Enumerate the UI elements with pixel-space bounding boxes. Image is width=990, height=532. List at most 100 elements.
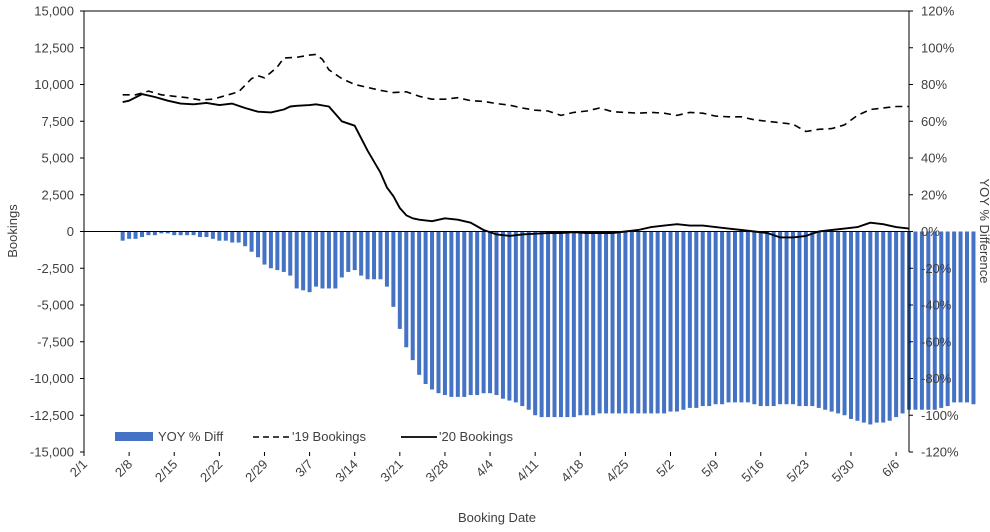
yoy-bar (836, 231, 841, 414)
y2-tick-label: -20% (921, 261, 952, 276)
yoy-bar (333, 231, 338, 289)
yoy-bar (314, 231, 319, 287)
yoy-bar (919, 231, 924, 410)
yoy-bar (758, 231, 763, 407)
yoy-bar (881, 231, 886, 423)
yoy-bar (823, 231, 828, 410)
yoy-bar (932, 231, 937, 410)
yoy-bar (191, 231, 196, 236)
yoy-bar (481, 231, 486, 394)
yoy-bar (223, 231, 228, 241)
yoy-bar (945, 231, 950, 407)
y-tick-label: -15,000 (30, 445, 74, 460)
yoy-bar (198, 231, 203, 238)
x-axis-title: Booking Date (458, 510, 536, 525)
yoy-bar (430, 231, 435, 390)
yoy-bar (674, 231, 679, 412)
bookings-2020-line (122, 93, 910, 239)
yoy-bar (803, 231, 808, 407)
yoy-bar (513, 231, 518, 403)
yoy-bar (604, 231, 609, 414)
yoy-bar (475, 231, 480, 396)
yoy-bar (861, 231, 866, 423)
yoy-bar (958, 231, 963, 403)
yoy-bar (591, 231, 596, 416)
yoy-bar (662, 231, 667, 414)
yoy-bar (494, 231, 499, 396)
yoy-bar (294, 231, 299, 289)
yoy-bar (655, 231, 660, 414)
bookings-2019-line (122, 53, 909, 133)
yoy-bar (378, 231, 383, 280)
x-tick-label: 4/11 (513, 457, 541, 485)
yoy-bar (159, 231, 164, 234)
yoy-bar (120, 231, 125, 241)
yoy-bar (346, 231, 351, 272)
yoy-bar (707, 231, 712, 407)
yoy-bar (868, 231, 873, 425)
yoy-bar (700, 231, 705, 407)
yoy-bar (681, 231, 686, 410)
x-tick-label: 2/1 (67, 457, 90, 480)
x-tick-labels: 2/1 2/8 2/15 2/22 2/29 3/7 3/14 3/21 3/28 4/4 4/11… (67, 452, 902, 485)
legend-label-yoy: YOY % Diff (158, 429, 224, 444)
x-tick-label: 3/21 (377, 457, 406, 486)
yoy-bar (848, 231, 853, 419)
y-tick-label: -7,500 (37, 334, 74, 349)
y-tick-label: 10,000 (34, 77, 74, 92)
y-tick-label: -10,000 (30, 371, 74, 386)
yoy-bar (636, 231, 641, 414)
y-axis-title: Bookings (5, 204, 20, 258)
x-tick-label: 4/4 (473, 457, 496, 480)
yoy-bar (372, 231, 377, 280)
yoy-bar (384, 231, 389, 287)
yoy-bar (842, 231, 847, 416)
y-tick-label: -2,500 (37, 261, 74, 276)
x-tick-label: 2/22 (197, 457, 226, 486)
yoy-bar (578, 231, 583, 416)
yoy-bar (752, 231, 757, 405)
x-tick-label: 5/2 (653, 457, 676, 480)
yoy-bar (178, 231, 183, 236)
yoy-bar (668, 231, 673, 412)
yoy-bar (616, 231, 621, 414)
yoy-bar (307, 231, 312, 293)
yoy-bar (623, 231, 628, 414)
yoy-bar (952, 231, 957, 403)
yoy-bar (397, 231, 402, 329)
yoy-bar (275, 231, 280, 271)
yoy-bar (217, 231, 222, 241)
yoy-bar (726, 231, 731, 403)
x-tick-label: 5/16 (738, 457, 767, 486)
yoy-bar (687, 231, 692, 408)
x-tick-label: 5/23 (783, 457, 812, 486)
yoy-bar (584, 231, 589, 416)
y2-tick-label: -60% (921, 334, 952, 349)
yoy-bar (926, 231, 931, 410)
bookings-lines (122, 53, 910, 239)
yoy-bar (442, 231, 447, 396)
yoy-bar (971, 231, 976, 405)
x-tick-label: 4/25 (603, 457, 632, 486)
yoy-bar (539, 231, 544, 418)
y2-tick-label: 100% (921, 40, 955, 55)
yoy-bar (745, 231, 750, 403)
yoy-bar (326, 231, 331, 289)
yoy-bar (520, 231, 525, 407)
yoy-bar (391, 231, 396, 307)
yoy-bar (629, 231, 634, 414)
yoy-bar (365, 231, 370, 280)
y-tick-label: 15,000 (34, 4, 74, 19)
yoy-bar (462, 231, 467, 397)
yoy-bar (552, 231, 557, 418)
yoy-bar (874, 231, 879, 423)
y2-tick-label: 60% (921, 114, 947, 129)
legend-label-19: '19 Bookings (292, 429, 367, 444)
x-tick-label: 3/7 (292, 457, 315, 480)
yoy-bar (352, 231, 357, 271)
yoy-bar (797, 231, 802, 407)
yoy-bar (610, 231, 615, 414)
yoy-bar (301, 231, 306, 291)
yoy-bar (887, 231, 892, 421)
yoy-bar (449, 231, 454, 397)
